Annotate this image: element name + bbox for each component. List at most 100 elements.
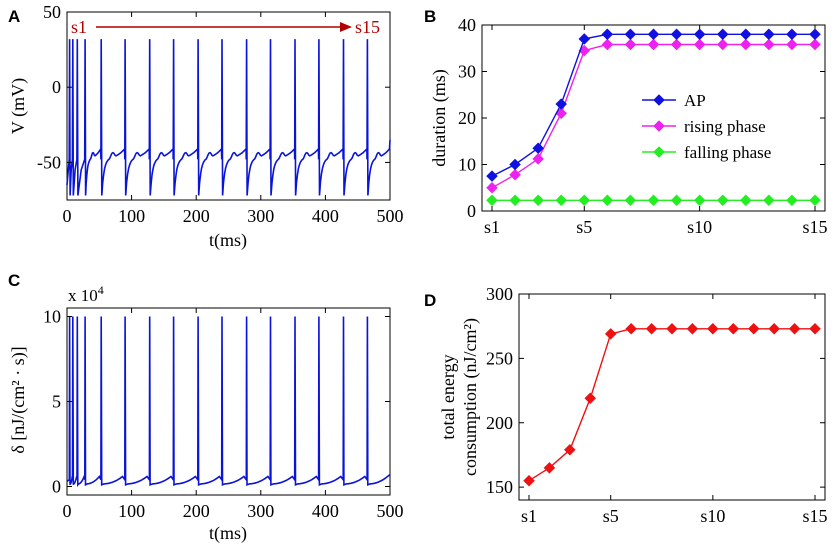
panel-b-point-AP — [555, 98, 568, 110]
panel-a-ytick-label: 0 — [52, 77, 61, 97]
panel-d-point — [584, 392, 597, 405]
panel-label-a: A — [8, 7, 20, 26]
panel-d-xtick-label: s5 — [603, 506, 619, 526]
panel-d-point — [604, 328, 617, 340]
panel-b-point-rising-phase — [601, 38, 614, 51]
panel-d-point — [788, 322, 801, 335]
panel-b-duration-chart: s1 s5 s10 s15 0 10 20 30 40 duration (ms) AP risi… — [429, 15, 828, 237]
panel-b-point-falling-phase — [578, 194, 591, 207]
panel-a-xlabel: t(ms) — [209, 230, 247, 251]
panel-b-point-AP — [486, 170, 498, 182]
panel-d-point — [543, 461, 556, 474]
panel-d-point — [747, 322, 760, 335]
panel-b-ytick-label: 20 — [458, 108, 476, 128]
panel-d-point — [564, 443, 576, 456]
panel-c-multiplier: x 104 — [68, 283, 104, 305]
panel-b-point-rising-phase — [786, 38, 798, 51]
panel-d-point — [768, 322, 780, 335]
panel-d-point — [666, 322, 678, 335]
panel-b-ytick-label: 10 — [458, 155, 476, 175]
panel-b-point-AP — [693, 28, 706, 41]
panel-a-ytick-label: 50 — [43, 2, 61, 22]
panel-b-xtick-label: s5 — [576, 217, 592, 237]
panel-b-point-AP — [716, 28, 729, 41]
panel-d-point — [809, 322, 821, 335]
panel-b-point-falling-phase — [624, 194, 637, 207]
panel-a-xtick-label: 200 — [183, 206, 210, 226]
panel-b-legend-label: falling phase — [684, 143, 771, 162]
panel-b-point-AP — [624, 28, 637, 41]
panel-d-point — [707, 322, 719, 335]
panel-b-point-rising-phase — [532, 153, 544, 165]
panel-a-axes-box — [66, 11, 391, 201]
panel-c-xtick-label: 500 — [377, 501, 404, 521]
panel-c-ytick-label: 5 — [52, 392, 61, 412]
panel-a-voltage-line — [66, 39, 391, 196]
panel-b-point-falling-phase — [716, 194, 729, 207]
panel-b-legend-label: rising phase — [684, 117, 766, 136]
panel-d-series-line — [528, 328, 815, 482]
panel-b-point-AP — [670, 28, 683, 41]
panel-a-xtick-label: 500 — [377, 206, 404, 226]
panel-b-ytick-label: 30 — [458, 62, 476, 82]
panel-b-legend-label: AP — [684, 91, 706, 110]
panel-b-point-AP — [739, 28, 752, 41]
panel-b-point-rising-phase — [670, 38, 683, 51]
panel-b-point-rising-phase — [486, 181, 498, 194]
panel-b-ytick-label: 40 — [458, 15, 476, 35]
panel-c-xtick-label: 400 — [312, 501, 339, 521]
panel-d-point — [523, 474, 535, 487]
panel-c-xtick-label: 300 — [247, 501, 274, 521]
panel-b-point-falling-phase — [763, 194, 775, 207]
panel-b-point-falling-phase — [739, 194, 752, 207]
panel-b-legend-marker — [653, 146, 665, 158]
panel-b-point-AP — [647, 28, 660, 41]
panel-d-point — [645, 322, 658, 335]
panel-b-point-rising-phase — [716, 38, 729, 51]
panel-a-ytick-label: -50 — [37, 152, 61, 172]
panel-c-xtick-label: 100 — [118, 501, 145, 521]
panel-b-point-falling-phase — [555, 194, 568, 207]
panel-d-point — [686, 322, 699, 335]
panel-b-ylabel: duration (ms) — [429, 69, 450, 166]
panel-b-point-AP — [601, 28, 614, 41]
panel-b-point-rising-phase — [693, 38, 706, 51]
panel-b-point-AP — [809, 28, 821, 41]
panel-b-point-rising-phase — [809, 38, 821, 51]
panel-b-xtick-label: s1 — [484, 217, 500, 237]
panel-b-legend-marker — [653, 120, 665, 132]
panel-a-arrow-end-label: s15 — [355, 17, 380, 37]
panel-d-point — [727, 322, 740, 335]
panel-c-axes-box — [66, 307, 391, 496]
panel-b-point-rising-phase — [739, 38, 752, 51]
panel-b-ytick-label: 0 — [467, 201, 476, 221]
panel-b-point-falling-phase — [786, 194, 798, 207]
panel-c-energy-rate-trace: 0 100 200 300 400 500 10 5 0 x 104 t(ms) δ [nJ/(… — [8, 283, 404, 544]
panel-d-xtick-label: s1 — [521, 506, 537, 526]
panel-a-arrow-head — [340, 22, 352, 32]
panel-label-b: B — [424, 7, 436, 26]
panel-a-xtick-label: 0 — [63, 206, 72, 226]
panel-b-point-AP — [509, 158, 521, 171]
panel-c-xtick-label: 200 — [183, 501, 210, 521]
panel-d-ytick-label: 250 — [486, 348, 513, 368]
panel-b-legend-marker — [653, 94, 665, 106]
panel-b-axes-box — [481, 24, 826, 212]
panel-d-ytick-label: 300 — [486, 284, 513, 304]
panel-b-point-AP — [532, 142, 544, 155]
panel-label-d: D — [424, 291, 436, 310]
panel-d-ytick-label: 150 — [486, 477, 513, 497]
panel-a-xtick-label: 100 — [118, 206, 145, 226]
panel-a-xtick-label: 400 — [312, 206, 339, 226]
panel-b-xtick-label: s10 — [687, 217, 712, 237]
panel-b-point-AP — [763, 28, 775, 41]
panel-b-point-rising-phase — [624, 38, 637, 51]
panel-d-xtick-label: s15 — [802, 506, 827, 526]
panel-b-point-falling-phase — [809, 194, 821, 207]
panel-b-point-falling-phase — [486, 194, 498, 207]
panel-d-ylabel-line2: consumption (nJ/cm²) — [460, 318, 481, 476]
panel-c-xtick-label: 0 — [63, 501, 72, 521]
panel-b-point-rising-phase — [509, 168, 521, 181]
